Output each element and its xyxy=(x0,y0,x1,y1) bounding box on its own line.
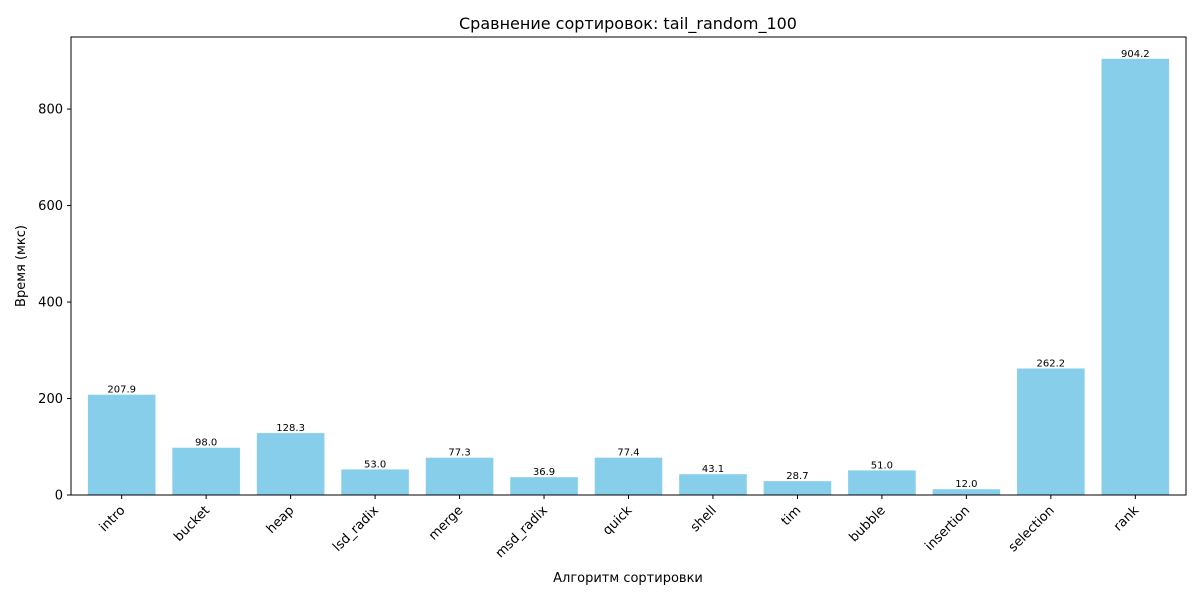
y-tick-label-800: 800 xyxy=(38,103,63,118)
y-axis-label: Время (мкс) xyxy=(14,225,29,307)
value-label-insertion: 12.0 xyxy=(955,479,977,490)
y-tick-label-200: 200 xyxy=(38,392,63,407)
bar-lsd_radix xyxy=(341,469,409,495)
y-tick-label-0: 0 xyxy=(55,489,63,504)
bars-layer xyxy=(87,58,1170,496)
plot-frame xyxy=(70,36,1187,496)
x-tick-label-lsd_radix: lsd_radix xyxy=(330,503,382,555)
x-axis-label: Алгоритм сортировки xyxy=(553,571,703,586)
y-tick-label-400: 400 xyxy=(38,296,63,311)
bar-rank xyxy=(1101,58,1170,496)
value-label-selection: 262.2 xyxy=(1037,359,1066,370)
value-label-intro: 207.9 xyxy=(107,385,136,396)
y-tick-label-600: 600 xyxy=(38,199,63,214)
x-tick-label-rank: rank xyxy=(1111,503,1143,535)
value-label-merge: 77.3 xyxy=(448,448,470,459)
value-label-bucket: 98.0 xyxy=(195,438,217,449)
x-tick-label-insertion: insertion xyxy=(922,503,973,554)
x-tick-label-msd_radix: msd_radix xyxy=(493,503,551,561)
bar-insertion xyxy=(932,489,1001,495)
x-tick-label-shell: shell xyxy=(688,503,720,535)
x-tick-label-bucket: bucket xyxy=(171,503,213,545)
bar-shell xyxy=(679,474,747,495)
x-tick-label-merge: merge xyxy=(426,503,466,543)
value-label-lsd_radix: 53.0 xyxy=(364,459,386,470)
bar-bubble xyxy=(848,470,916,495)
bar-quick xyxy=(594,457,663,495)
chart-title: Сравнение сортировок: tail_random_100 xyxy=(459,14,797,34)
value-label-quick: 77.4 xyxy=(617,448,639,459)
bar-selection xyxy=(1017,368,1085,495)
x-tick-label-bubble: bubble xyxy=(847,503,889,545)
y-axis: 0 200 400 600 800 xyxy=(38,103,71,504)
bar-tim xyxy=(763,481,832,495)
x-tick-label-intro: intro xyxy=(97,503,129,535)
value-labels-layer: 207.9 98.0 128.3 53.0 77.3 36.9 77.4 43.1 28.7 51… xyxy=(107,49,1149,490)
bar-merge xyxy=(425,457,494,495)
value-label-heap: 128.3 xyxy=(276,423,305,434)
x-tick-label-selection: selection xyxy=(1006,503,1058,555)
value-label-shell: 43.1 xyxy=(702,464,724,475)
bar-msd_radix xyxy=(510,477,578,495)
bar-bucket xyxy=(172,447,240,495)
x-tick-label-tim: tim xyxy=(779,503,805,529)
x-axis: intro bucket heap lsd_radix merge msd_radix qu… xyxy=(97,495,1143,561)
bar-intro xyxy=(87,394,156,495)
value-label-bubble: 51.0 xyxy=(871,460,893,471)
x-tick-label-heap: heap xyxy=(264,503,298,537)
bar-heap xyxy=(256,433,325,495)
x-tick-label-quick: quick xyxy=(600,503,636,539)
value-label-msd_radix: 36.9 xyxy=(533,467,555,478)
value-label-rank: 904.2 xyxy=(1121,49,1150,60)
value-label-tim: 28.7 xyxy=(786,471,808,482)
